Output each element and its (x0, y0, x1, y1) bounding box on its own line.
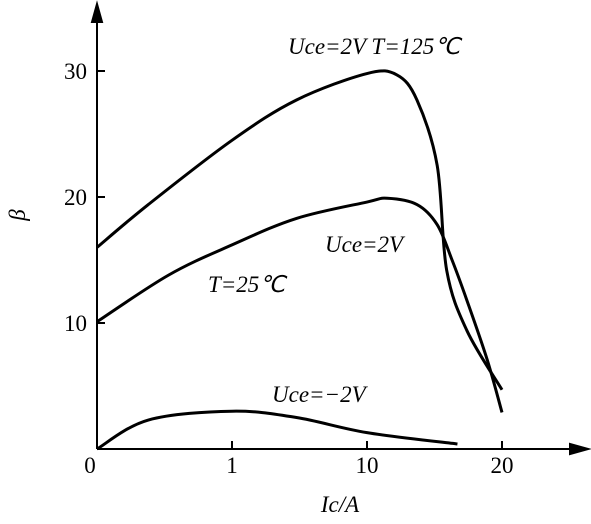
x-tick-label: 10 (356, 453, 379, 478)
annotation: T=25℃ (208, 272, 288, 297)
curve (96, 409, 458, 451)
x-tick-label: 20 (491, 453, 514, 478)
curve (96, 69, 504, 391)
x-arrow (569, 442, 591, 456)
annotation: Uce=2V (325, 232, 406, 257)
y-tick-label: 20 (64, 185, 87, 210)
x-axis-label: Ic/A (320, 492, 360, 517)
y-tick-label: 10 (64, 311, 87, 336)
annotation: Uce=2V T=125℃ (288, 34, 463, 59)
y-tick-label: 30 (64, 59, 87, 84)
annotation: Uce=−2V (272, 382, 369, 407)
curve (96, 196, 504, 413)
x-tick-label: 0 (84, 453, 96, 478)
x-tick-label: 1 (226, 453, 238, 478)
y-axis-label: β (5, 209, 30, 222)
y-arrow (90, 0, 104, 23)
